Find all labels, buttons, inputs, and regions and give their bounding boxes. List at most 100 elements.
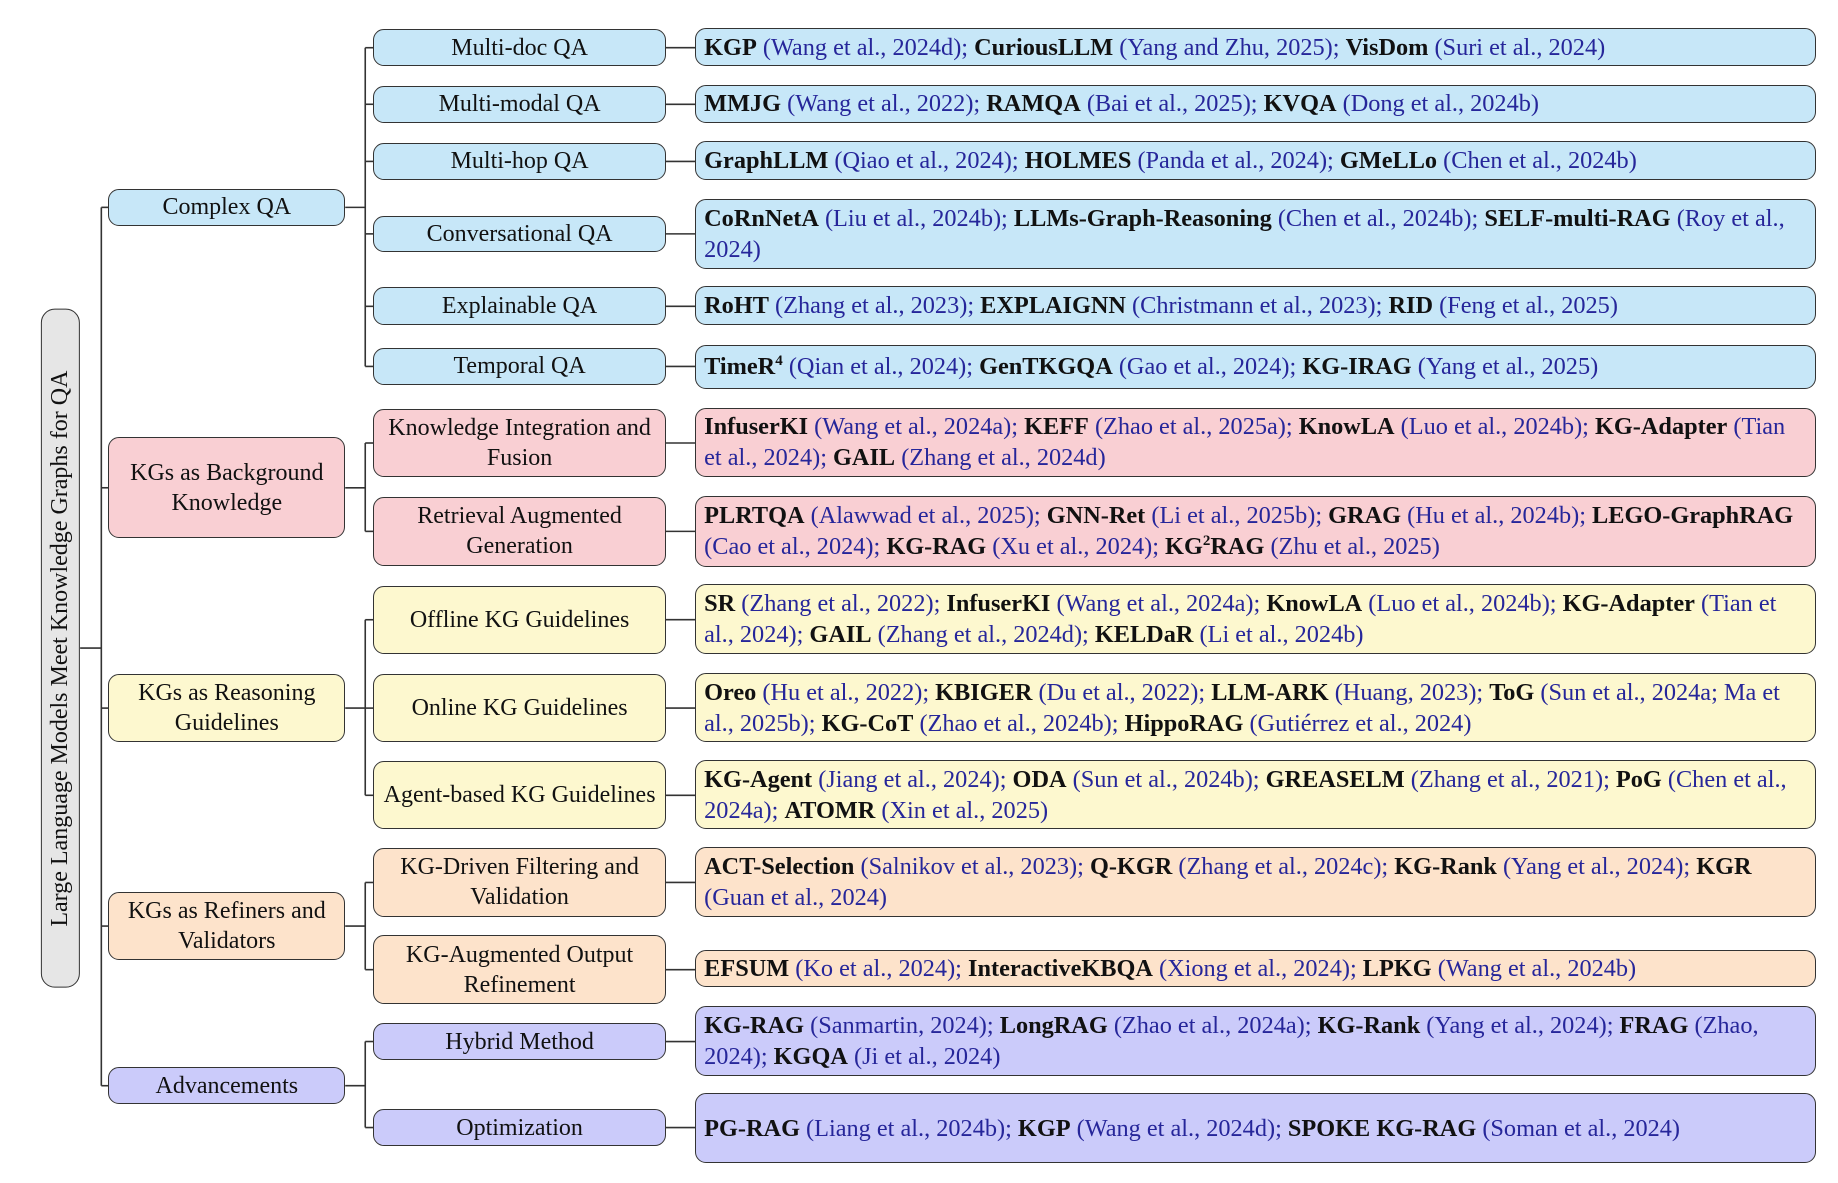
- work-citation: (Chen et al., 2024a);: [704, 765, 1787, 824]
- work-citation: (Xin et al., 2025): [881, 796, 1049, 824]
- works-list: Oreo (Hu et al., 2022); KBIGER (Du et al…: [704, 677, 1806, 739]
- works-box: RoHT (Zhang et al., 2023); EXPLAIGNN (Ch…: [695, 286, 1816, 326]
- work-item: LLM-ARK (Huang, 2023);: [1211, 679, 1483, 706]
- work-item: KG-RAG (Sanmartin, 2024);: [704, 1012, 994, 1039]
- subcategory-label: Agent-based KG Guidelines: [383, 782, 656, 809]
- subcategory-label: Temporal QA: [453, 353, 586, 380]
- work-item: KGR (Guan et al., 2024): [704, 853, 1751, 911]
- work-name: Q-KGR: [1089, 852, 1173, 880]
- works-box: PG-RAG (Liang et al., 2024b); KGP (Wang …: [695, 1093, 1816, 1163]
- subcategory-label: Multi-doc QA: [451, 34, 588, 61]
- subcategory-label: Explainable QA: [441, 293, 598, 320]
- work-citation: (Zhang et al., 2024c);: [1178, 852, 1389, 880]
- work-name: KBIGER: [935, 678, 1033, 706]
- work-item: KG-IRAG (Yang et al., 2025): [1302, 353, 1598, 380]
- work-item: EXPLAIGNN (Christmann et al., 2023);: [980, 292, 1382, 319]
- works-list: RoHT (Zhang et al., 2023); EXPLAIGNN (Ch…: [704, 290, 1618, 321]
- work-citation: (Jiang et al., 2024);: [818, 765, 1007, 793]
- work-item: KGQA (Ji et al., 2024): [774, 1043, 1001, 1070]
- work-citation: (Cao et al., 2024);: [704, 533, 881, 561]
- work-citation: (Luo et al., 2024b);: [1400, 413, 1589, 441]
- subcategory-box: Hybrid Method: [373, 1022, 666, 1061]
- work-item: KG-Rank (Yang et al., 2024);: [1394, 853, 1690, 880]
- work-name: GREASELM: [1265, 765, 1405, 793]
- work-item: GAIL (Zhang et al., 2024d): [833, 444, 1106, 471]
- work-citation: (Zhang et al., 2022);: [741, 590, 941, 618]
- work-item: KBIGER (Du et al., 2022);: [935, 679, 1205, 706]
- work-name: KG-Rank: [1317, 1011, 1421, 1039]
- work-citation: (Wang et al., 2024d);: [1076, 1114, 1282, 1142]
- works-list: KG-RAG (Sanmartin, 2024); LongRAG (Zhao …: [704, 1010, 1806, 1072]
- works-list: InfuserKI (Wang et al., 2024a); KEFF (Zh…: [704, 411, 1806, 473]
- work-name: SELF-multi-RAG: [1484, 204, 1671, 232]
- work-name: KnowLA: [1266, 590, 1363, 618]
- works-list: GraphLLM (Qiao et al., 2024); HOLMES (Pa…: [704, 145, 1637, 176]
- work-name-superscript: 4: [775, 353, 783, 370]
- work-citation: (Wang et al., 2024a);: [814, 413, 1018, 441]
- works-box: ACT-Selection (Salnikov et al., 2023); Q…: [695, 847, 1816, 917]
- work-citation: (Sanmartin, 2024);: [810, 1011, 994, 1039]
- work-name: GraphLLM: [704, 147, 829, 175]
- subcategory-box: Retrieval Augmented Generation: [373, 497, 666, 566]
- work-item: PoG (Chen et al., 2024a);: [704, 766, 1786, 824]
- work-citation: (Yang et al., 2024);: [1502, 852, 1691, 880]
- work-item: ATOMR (Xin et al., 2025): [784, 797, 1048, 824]
- work-citation: (Zhang et al., 2024d);: [877, 621, 1089, 649]
- subcategory-box: Agent-based KG Guidelines: [373, 761, 666, 830]
- work-name: RAMQA: [986, 90, 1081, 118]
- works-box: InfuserKI (Wang et al., 2024a); KEFF (Zh…: [695, 407, 1816, 478]
- work-item: KG-RAG (Xu et al., 2024);: [886, 533, 1159, 560]
- work-name: EFSUM: [704, 954, 790, 982]
- work-citation: (Salnikov et al., 2023);: [860, 852, 1084, 880]
- work-item: InfuserKI (Wang et al., 2024a);: [704, 413, 1018, 440]
- work-citation: (Ji et al., 2024): [853, 1042, 1001, 1070]
- work-name: SPOKE KG-RAG: [1287, 1114, 1477, 1142]
- work-citation: (Zhao, 2024);: [704, 1011, 1759, 1070]
- work-name: RoHT: [704, 292, 769, 320]
- work-name: KG-Adapter: [1595, 413, 1728, 441]
- work-item: Q-KGR (Zhang et al., 2024c);: [1090, 853, 1388, 880]
- works-list: PG-RAG (Liang et al., 2024b); KGP (Wang …: [704, 1113, 1680, 1144]
- category-label: KGs as Refiners and Validators: [127, 898, 326, 955]
- work-citation: (Zhang et al., 2021);: [1410, 765, 1610, 793]
- work-name: LLM-ARK: [1211, 678, 1329, 706]
- work-item: SELF-multi-RAG (Roy et al., 2024): [704, 205, 1785, 263]
- subcategory-label: Optimization: [456, 1114, 583, 1141]
- work-citation: (Xiong et al., 2024);: [1158, 954, 1357, 982]
- work-citation: (Qiao et al., 2024);: [834, 147, 1019, 175]
- work-name: GMeLLo: [1339, 147, 1438, 175]
- work-citation: (Zhao et al., 2024b);: [919, 709, 1119, 737]
- category-box: KGs as Reasoning Guidelines: [108, 673, 346, 743]
- work-citation: (Hu et al., 2024b);: [1407, 502, 1586, 530]
- works-list: KG-Agent (Jiang et al., 2024); ODA (Sun …: [704, 764, 1806, 826]
- work-item: HippoRAG (Gutiérrez et al., 2024): [1125, 710, 1472, 737]
- work-item: KnowLA (Luo et al., 2024b);: [1266, 590, 1556, 617]
- work-citation: (Soman et al., 2024): [1482, 1114, 1681, 1142]
- subcategory-label: Multi-modal QA: [438, 91, 601, 118]
- work-citation: (Tian et al., 2024);: [704, 413, 1786, 472]
- work-citation: (Wang et al., 2024d);: [762, 33, 969, 61]
- subcategory-label: Knowledge Integration and Fusion: [388, 414, 651, 471]
- subcategory-label: Online KG Guidelines: [411, 695, 628, 722]
- work-citation: (Qian et al., 2024);: [788, 353, 974, 381]
- subcategory-box: Online KG Guidelines: [373, 673, 666, 743]
- work-citation: (Sun et al., 2024b);: [1072, 765, 1260, 793]
- works-list: MMJG (Wang et al., 2022); RAMQA (Bai et …: [704, 88, 1539, 119]
- work-citation: (Suri et al., 2024): [1434, 33, 1606, 61]
- category-label: KGs as Background Knowledge: [130, 459, 324, 516]
- work-citation: (Wang et al., 2024a);: [1056, 590, 1261, 618]
- work-name: InfuserKI: [704, 413, 809, 441]
- work-name: KG-RAG: [886, 533, 987, 561]
- work-name-superscript: 2: [1202, 533, 1211, 550]
- works-box: GraphLLM (Qiao et al., 2024); HOLMES (Pa…: [695, 141, 1816, 181]
- work-name: MMJG: [704, 90, 782, 118]
- work-item: KVQA (Dong et al., 2024b): [1264, 90, 1539, 117]
- category-box: Advancements: [108, 1067, 346, 1104]
- work-name: KGP: [704, 33, 757, 61]
- work-name: Oreo: [704, 678, 757, 706]
- work-name: VisDom: [1345, 33, 1429, 61]
- work-item: SPOKE KG-RAG (Soman et al., 2024): [1288, 1115, 1680, 1142]
- works-box: CoRnNetA (Liu et al., 2024b); LLMs-Graph…: [695, 199, 1816, 269]
